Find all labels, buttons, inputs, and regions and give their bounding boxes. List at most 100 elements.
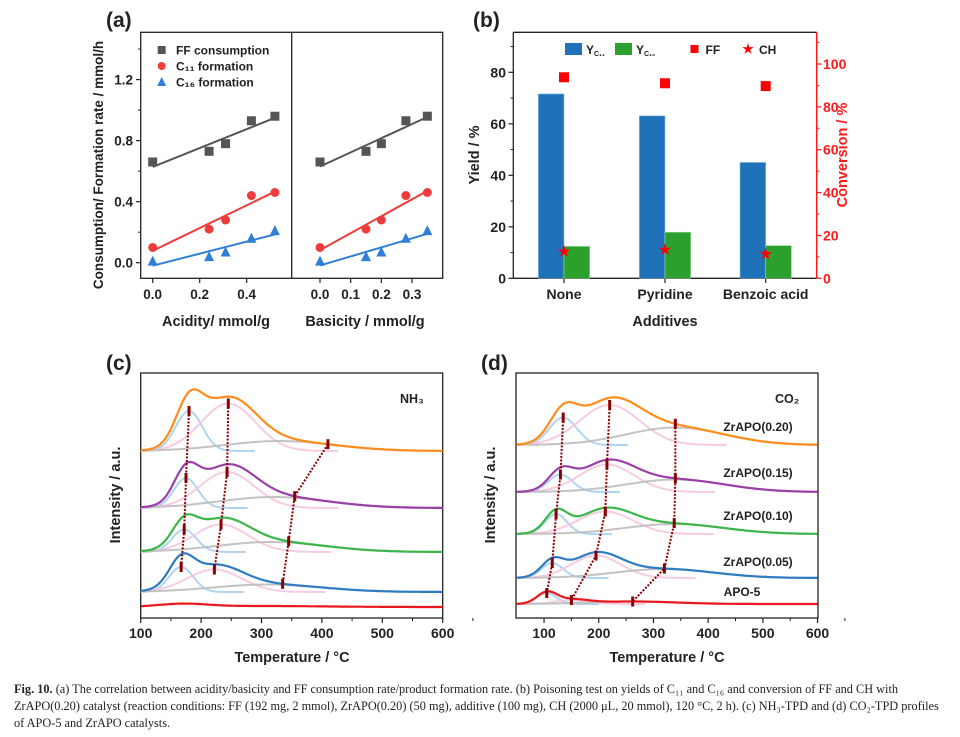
y-tick-label: 0.8 xyxy=(114,134,133,149)
x-tick-label: None xyxy=(547,286,582,302)
data-point xyxy=(376,215,386,225)
y-axis-label: Intensity / a.u. xyxy=(483,447,499,544)
deconvolved-peak xyxy=(140,568,326,593)
data-point xyxy=(148,242,158,252)
data-point xyxy=(246,191,256,201)
x-tick-label: 0.0 xyxy=(311,287,330,302)
peak-shift-line xyxy=(281,443,329,584)
fit-line xyxy=(319,189,428,252)
fit-line xyxy=(319,232,428,267)
data-point xyxy=(246,232,257,243)
peak-shift-line xyxy=(631,423,677,603)
x-axis-label: Temperature / °C xyxy=(609,650,725,666)
y-tick-label: 0.0 xyxy=(114,256,133,271)
series-label: ZrAPO(0.10) xyxy=(723,509,792,523)
tpd-curve xyxy=(140,552,443,594)
bar-c11 xyxy=(739,162,767,279)
data-point xyxy=(361,224,371,234)
legend-label: C₁₁ formation xyxy=(176,60,253,74)
x-tick-label: 500 xyxy=(371,625,395,641)
peak-shift-line xyxy=(213,403,230,570)
x-tick-label: 200 xyxy=(587,625,611,641)
y-tick-label: 0 xyxy=(498,270,506,286)
y-tick-label: 40 xyxy=(490,167,506,183)
legend-label: CH xyxy=(759,43,776,57)
x-tick-label: 0.4 xyxy=(237,287,256,302)
x-tick-label: 0.2 xyxy=(372,287,391,302)
legend-label: FF xyxy=(706,43,721,57)
caption-text: (a) The correlation between acidity/basi… xyxy=(14,682,939,730)
x-tick-label: 0.1 xyxy=(341,287,360,302)
tpd-curve xyxy=(516,458,818,493)
tpd-curve xyxy=(140,388,443,452)
series-label: ZrAPO(0.05) xyxy=(723,555,792,569)
panel-label-b: (b) xyxy=(473,9,500,32)
gas-annotation: NH₃ xyxy=(400,392,424,406)
data-point xyxy=(221,139,231,149)
x-tick-label: Benzoic acid xyxy=(723,286,809,302)
y-tick-label: 1.2 xyxy=(114,73,133,88)
legend-marker xyxy=(157,62,166,70)
data-point xyxy=(204,251,215,262)
data-point xyxy=(401,191,411,201)
gas-annotation: CO₂ xyxy=(775,392,799,406)
panel-label-c: (c) xyxy=(106,352,132,375)
y-tick-label: 80 xyxy=(490,64,506,80)
x-tick-label: 600 xyxy=(806,625,830,641)
data-point xyxy=(221,215,231,225)
data-point xyxy=(269,225,280,236)
series-label: APO-5 xyxy=(724,585,761,599)
legend-label: YC₁₁ xyxy=(586,43,605,58)
point-ff xyxy=(660,78,670,89)
plot-frame xyxy=(515,372,819,619)
data-point xyxy=(376,246,387,257)
deconvolved-peak xyxy=(140,471,339,509)
x-tick-label: 0.3 xyxy=(403,287,422,302)
deconvolved-peak xyxy=(516,510,714,535)
bar-c11 xyxy=(638,115,666,279)
legend-label: FF consumption xyxy=(176,44,269,58)
y2-tick-label: 100 xyxy=(823,56,847,72)
tpd-curve xyxy=(140,513,443,553)
panel-c-chart: Intensity / a.u. Temperature / °C NH₃ 10… xyxy=(108,372,474,666)
fit-line xyxy=(152,116,276,168)
data-point xyxy=(422,188,432,198)
y-tick-label: 0.4 xyxy=(114,195,133,210)
x-tick-label: 100 xyxy=(532,625,556,641)
y-tick-label: 20 xyxy=(490,219,506,235)
x-tick-label: 400 xyxy=(310,625,334,641)
legend-label: YC₁₆ xyxy=(636,43,655,58)
legend-swatch xyxy=(565,43,582,55)
point-ff xyxy=(760,81,771,92)
y-axis-label: Consumption/ Formation rate / mmol/h xyxy=(91,41,106,289)
x-tick-label: 100 xyxy=(129,625,153,641)
data-point xyxy=(204,146,214,156)
data-point xyxy=(147,255,158,266)
x-axis-label-basicity: Basicity / mmol/g xyxy=(305,314,424,330)
fit-line xyxy=(319,116,428,168)
data-point xyxy=(270,111,280,121)
x-tick-label: 300 xyxy=(642,625,666,641)
series-label: ZrAPO(0.20) xyxy=(723,420,792,434)
panel-d-chart: Intensity / a.u. Temperature / °C CO₂ 10… xyxy=(483,372,846,666)
y-axis-label: Yield / % xyxy=(467,125,483,184)
y-axis-label: Intensity / a.u. xyxy=(108,447,124,544)
x-axis-label: Additives xyxy=(632,314,697,330)
bar-c11 xyxy=(537,93,565,279)
tpd-curve xyxy=(516,506,818,535)
legend-label-main: Y xyxy=(586,43,594,57)
legend-marker xyxy=(690,45,699,53)
x-tick-label: 400 xyxy=(696,625,720,641)
data-point xyxy=(400,232,411,243)
deconvolved-peak xyxy=(516,463,716,493)
x-tick-label: 200 xyxy=(189,625,213,641)
data-point xyxy=(315,255,325,266)
legend-label: C₁₆ formation xyxy=(176,76,254,90)
panel-label-d: (d) xyxy=(481,352,508,375)
data-point xyxy=(422,225,433,236)
fit-line xyxy=(152,190,276,252)
legend-marker xyxy=(157,46,166,54)
bar-c16 xyxy=(563,246,591,279)
y2-tick-label: 80 xyxy=(823,99,839,115)
data-point xyxy=(148,157,158,167)
